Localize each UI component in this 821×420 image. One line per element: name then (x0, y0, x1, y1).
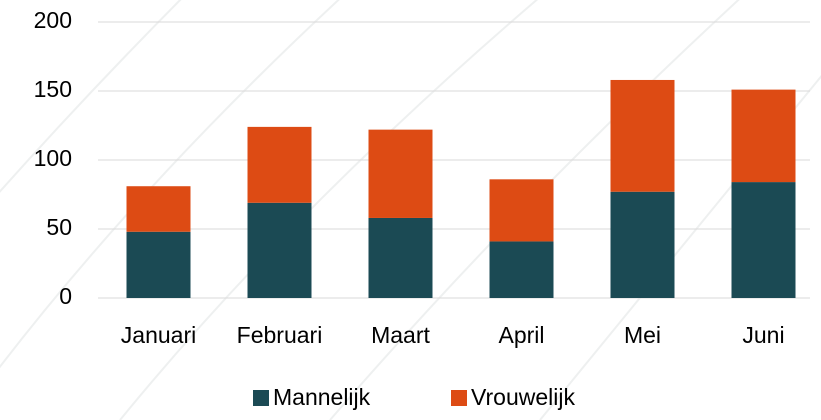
y-tick-label: 50 (46, 214, 72, 240)
bar-segment (489, 241, 554, 298)
legend-label: Mannelijk (273, 384, 371, 410)
bar-segment (731, 182, 796, 298)
x-tick-label: Februari (237, 322, 323, 348)
bar-segment (610, 79, 675, 192)
y-tick-label: 150 (34, 76, 72, 102)
x-tick-label: Mei (624, 322, 661, 348)
bar-segment (247, 126, 312, 203)
bar-segment (126, 186, 191, 232)
y-tick-label: 200 (34, 7, 72, 33)
legend-swatch (451, 390, 467, 406)
x-tick-label: Maart (371, 322, 430, 348)
bar-segment (368, 129, 433, 218)
bar-segment (731, 89, 796, 183)
legend-swatch (253, 390, 269, 406)
bar-segment (368, 217, 433, 298)
x-tick-label: April (498, 322, 544, 348)
y-tick-label: 0 (59, 283, 72, 309)
bar-segment (489, 179, 554, 242)
bar-segment (247, 202, 312, 298)
x-tick-label: Januari (121, 322, 196, 348)
x-tick-label: Juni (742, 322, 784, 348)
y-tick-label: 100 (34, 145, 72, 171)
legend-label: Vrouwelijk (471, 384, 575, 410)
bar-segment (610, 191, 675, 298)
bar-segment (126, 231, 191, 298)
